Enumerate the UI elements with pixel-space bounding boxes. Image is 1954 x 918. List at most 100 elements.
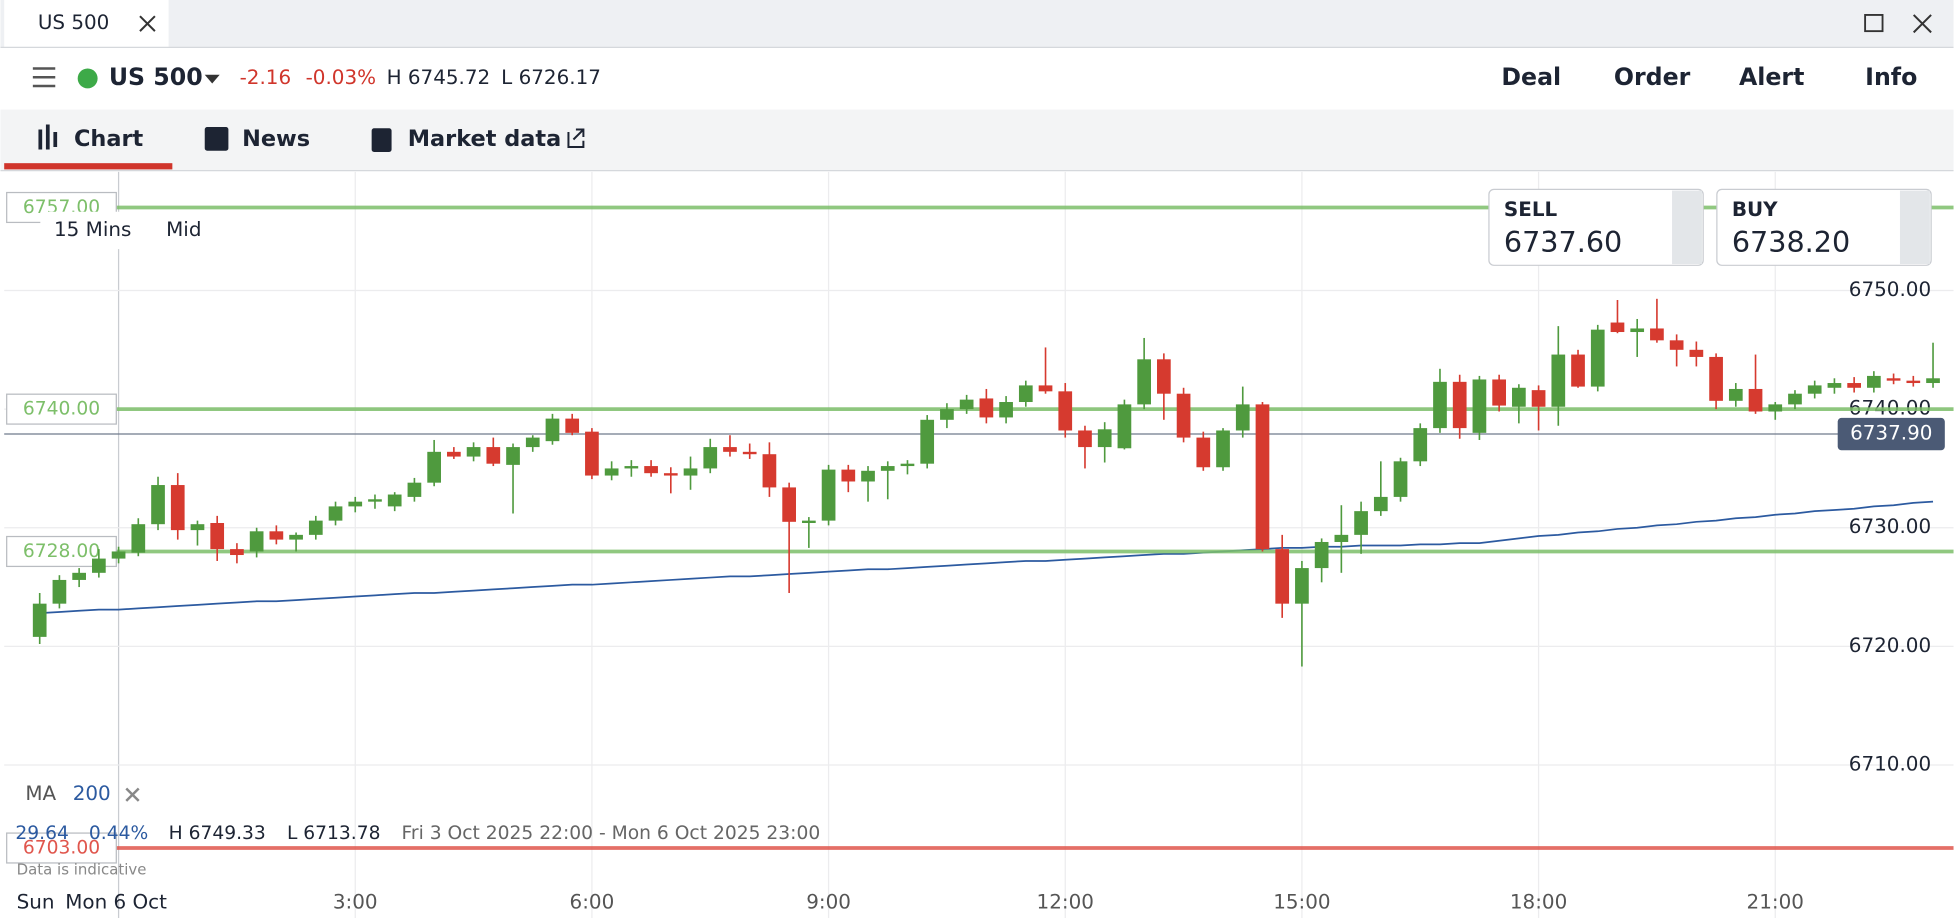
status-dot: [77, 68, 98, 89]
x-tick-label: 21:00: [1747, 891, 1804, 914]
candle-body: [1196, 437, 1211, 468]
nav-chart[interactable]: Chart: [74, 126, 144, 152]
candle-body: [802, 520, 816, 524]
action-button[interactable]: Deal: [1501, 63, 1561, 91]
candle-body: [1669, 340, 1684, 350]
candle-body: [249, 531, 264, 552]
instrument[interactable]: US 500: [109, 63, 203, 91]
candle-body: [604, 468, 619, 476]
low: L 6726.17: [501, 66, 601, 89]
candle-body: [1078, 430, 1092, 448]
candle-body: [190, 524, 205, 531]
candle-body: [52, 579, 67, 604]
interval-box: [40, 211, 221, 250]
candle-body: [427, 451, 441, 483]
maximize[interactable]: [1864, 14, 1884, 33]
candle-body: [703, 447, 718, 469]
candle-body: [959, 399, 974, 410]
x-tick-label: 15:00: [1273, 891, 1330, 914]
candle-body: [1768, 404, 1783, 412]
candle-body: [1452, 381, 1467, 429]
ma-name: MA: [25, 782, 56, 805]
candle-body: [979, 398, 994, 418]
nav-bar: [0, 109, 1954, 171]
buy-button[interactable]: [1716, 188, 1932, 266]
action-button[interactable]: Info: [1865, 63, 1917, 91]
action-button[interactable]: Order: [1614, 63, 1691, 91]
menu[interactable]: [32, 67, 56, 88]
candle-body: [1295, 568, 1309, 604]
y-tick-label: 6720.00: [1849, 634, 1931, 657]
candle-body: [782, 487, 796, 522]
candle-body: [387, 494, 402, 507]
candle-body: [1689, 349, 1704, 357]
sell-price: 6737.60: [1504, 225, 1622, 259]
stats-range: Fri 3 Oct 2025 22:00 - Mon 6 Oct 2025 23…: [402, 823, 821, 844]
level-label[interactable]: 6703.00: [23, 838, 100, 859]
candle-body: [1058, 391, 1073, 431]
candle-body: [1531, 390, 1546, 407]
candle-body: [841, 469, 856, 482]
action-button[interactable]: Alert: [1739, 63, 1804, 91]
nav-market-data[interactable]: Market data: [408, 126, 561, 152]
price-type[interactable]: Mid: [166, 218, 201, 241]
dropdown[interactable]: [204, 74, 220, 84]
stats-change-pct: 0.44%: [89, 823, 148, 844]
candle-body: [1275, 549, 1290, 604]
tab-bar: [0, 0, 1954, 48]
interval[interactable]: 15 Mins: [54, 218, 131, 241]
market-icon: [371, 128, 392, 152]
stats-change: 29.64: [15, 823, 68, 844]
candle-body: [111, 551, 126, 559]
level-label[interactable]: 6740.00: [23, 399, 100, 420]
ma-remove[interactable]: [125, 787, 140, 802]
candle-body: [624, 466, 639, 469]
candle-body: [230, 549, 244, 556]
candle-body: [466, 447, 481, 457]
candle-body: [1334, 534, 1349, 542]
nav-news[interactable]: News: [242, 126, 310, 152]
candle-body: [151, 485, 165, 525]
buy-side: [1899, 190, 1930, 265]
candle-body: [1018, 385, 1033, 403]
candle-body: [1216, 430, 1230, 468]
candle-body: [289, 534, 303, 540]
candle-body: [1571, 354, 1585, 387]
tab[interactable]: [4, 0, 169, 48]
candle-body: [1827, 383, 1842, 388]
candle-body: [940, 409, 954, 420]
candle-body: [1433, 381, 1447, 429]
candle-body: [1393, 461, 1408, 497]
candle-body: [1610, 322, 1625, 333]
candle-body: [1867, 375, 1881, 388]
tab-close[interactable]: [139, 15, 156, 32]
candle-body: [1413, 428, 1428, 462]
ma-period[interactable]: 200: [73, 782, 111, 805]
sell-label: SELL: [1504, 198, 1558, 221]
candle-body: [486, 447, 501, 464]
candle-body: [723, 447, 737, 452]
stats-note: Data is indicative: [17, 861, 147, 879]
level-label[interactable]: 6728.00: [23, 541, 100, 562]
candle-body: [565, 418, 580, 433]
candle-body: [1590, 329, 1605, 387]
external-icon: [567, 128, 585, 148]
candle-body: [1886, 378, 1901, 381]
candle-body: [663, 473, 678, 476]
candle-body: [1097, 429, 1112, 448]
candle-body: [525, 437, 540, 448]
chart-icon: [38, 124, 58, 150]
candle-body: [131, 524, 146, 553]
candle-body: [1847, 383, 1861, 388]
sell-button[interactable]: [1488, 188, 1704, 266]
candle-body: [32, 603, 47, 637]
candle-body: [821, 469, 836, 521]
close-window[interactable]: [1912, 14, 1932, 34]
x-tick-label: 3:00: [333, 891, 378, 914]
candle-body: [1748, 388, 1763, 412]
x-prefix: Sun: [17, 891, 55, 914]
current-price-label: 6737.90: [1850, 422, 1932, 445]
candle-body: [447, 451, 461, 457]
ma-line: [39, 500, 1934, 615]
